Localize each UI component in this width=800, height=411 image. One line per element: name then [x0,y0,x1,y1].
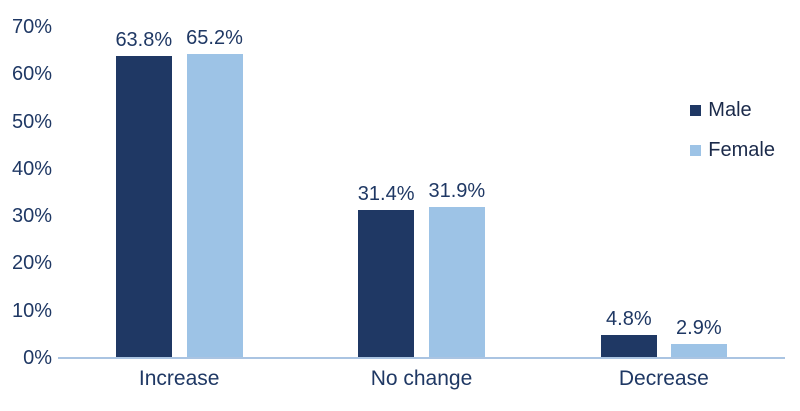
y-tick-label: 40% [11,157,52,180]
bar-female [670,344,727,358]
x-axis-labels: Increase No change Decrease [58,366,785,392]
bar-male [115,56,172,358]
y-tick-label: 30% [11,205,52,228]
plot-area: 63.8% 65.2% 31.4% 31.9% 4.8% 2.9% [58,27,785,358]
legend-swatch-female [690,144,702,156]
legend: Male Female [690,100,775,160]
y-tick-label: 20% [11,252,52,275]
bar-group-no-change: 31.4% 31.9% [300,27,542,358]
data-label: 4.8% [606,308,652,331]
y-tick-label: 60% [11,63,52,86]
category-label: Decrease [618,367,709,390]
bar-male [600,335,657,358]
legend-swatch-male [690,104,702,116]
y-tick-label: 70% [11,16,52,38]
legend-label: Female [708,139,775,161]
bar-female [186,54,243,358]
category-label: Increase [138,367,220,390]
bar-female [428,207,485,358]
y-tick-label: 50% [11,110,52,133]
bar-group-decrease: 4.8% 2.9% [543,27,785,358]
bar-male [358,209,415,358]
data-label: 2.9% [676,317,722,340]
data-label: 31.4% [357,182,415,205]
data-label: 65.2% [186,27,243,49]
bar-column: 31.9% [428,27,485,358]
x-axis-line [58,357,785,359]
category-label: No change [370,367,473,390]
data-label: 31.9% [428,180,486,203]
bar-group-increase: 63.8% 65.2% [58,27,300,358]
bar-column: 65.2% [186,27,243,358]
legend-label: Male [708,99,752,121]
legend-item-female: Female [690,140,775,160]
bar-column: 63.8% [115,27,172,358]
data-label: 63.8% [115,29,173,52]
y-tick-label: 0% [23,347,52,369]
y-axis: 0% 10% 20% 30% 40% 50% 60% 70% [0,17,52,368]
bar-column: 2.9% [670,27,727,358]
y-tick-label: 10% [11,299,52,322]
bar-column: 31.4% [357,27,415,358]
bar-column: 4.8% [600,27,657,358]
legend-item-male: Male [690,100,775,120]
